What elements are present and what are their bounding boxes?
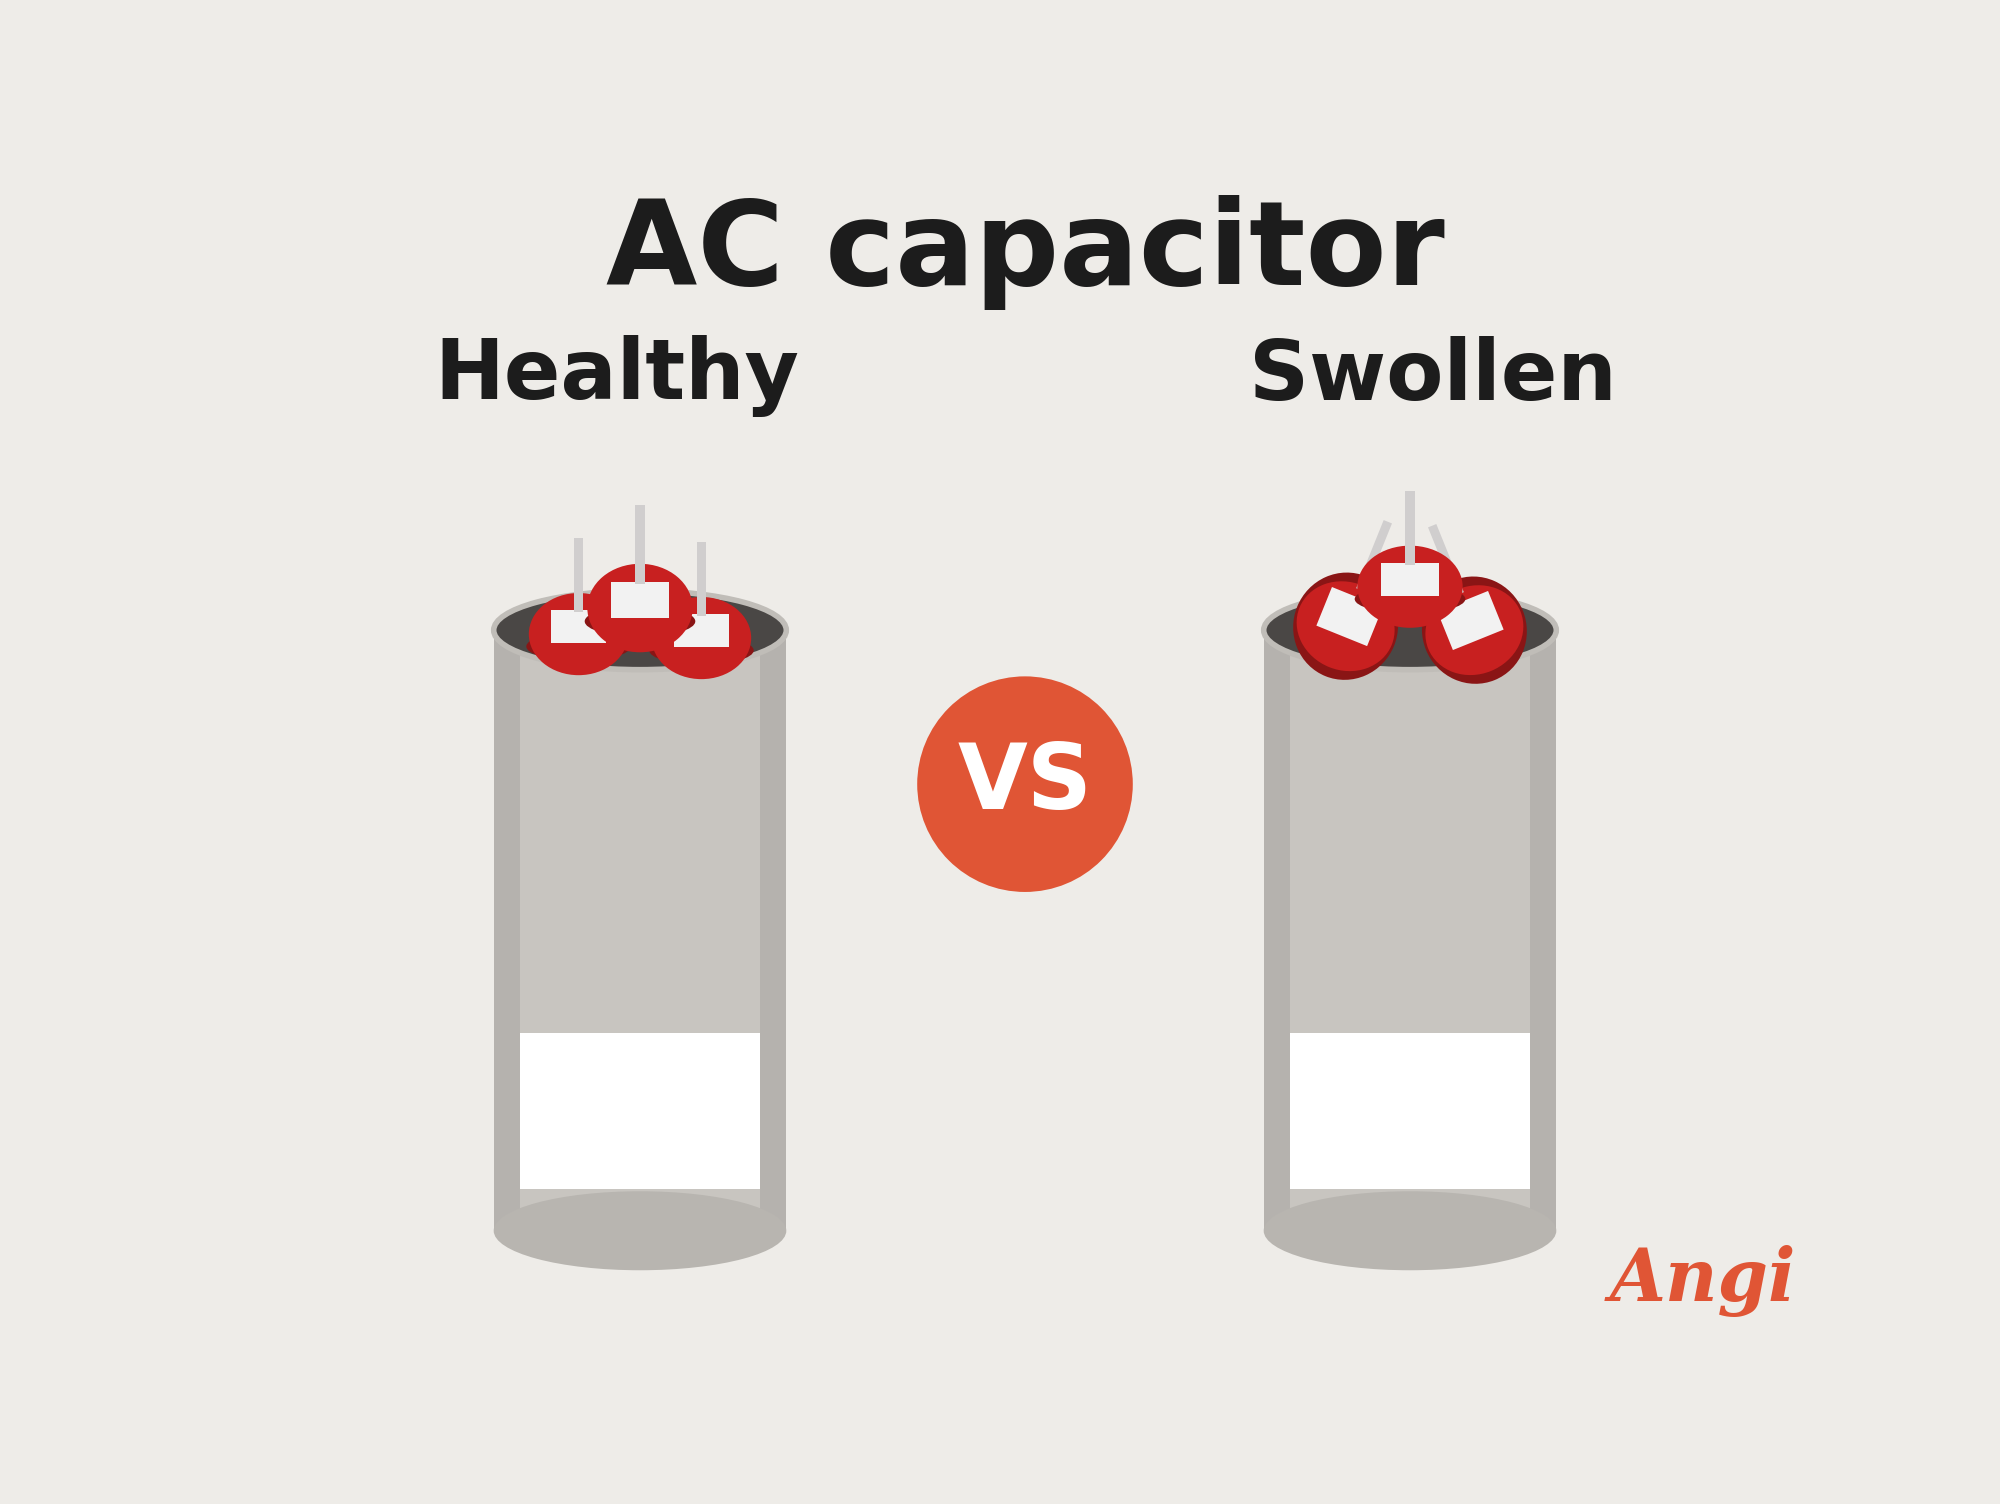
Bar (696, 541, 706, 615)
Text: Healthy: Healthy (434, 335, 800, 417)
Text: Swollen: Swollen (1250, 335, 1616, 417)
Ellipse shape (494, 591, 786, 669)
Bar (1356, 520, 1392, 591)
Ellipse shape (528, 593, 628, 675)
Bar (1382, 562, 1438, 596)
Ellipse shape (1426, 585, 1524, 675)
FancyBboxPatch shape (1316, 587, 1382, 647)
Ellipse shape (1264, 591, 1556, 669)
Circle shape (918, 677, 1132, 892)
Bar (552, 611, 606, 644)
Ellipse shape (1422, 576, 1526, 684)
Ellipse shape (650, 636, 754, 665)
Bar (612, 582, 668, 618)
Bar (520, 1033, 760, 1188)
Bar (636, 504, 644, 584)
Bar (760, 630, 786, 1230)
Ellipse shape (1354, 585, 1466, 614)
Ellipse shape (494, 1191, 786, 1271)
Bar (494, 630, 520, 1230)
Bar (574, 538, 584, 612)
Text: AC capacitor: AC capacitor (606, 196, 1444, 310)
Ellipse shape (652, 597, 752, 680)
Bar (1264, 630, 1290, 1230)
Text: VS: VS (958, 740, 1092, 829)
Ellipse shape (1294, 573, 1398, 680)
Ellipse shape (1296, 581, 1394, 671)
Ellipse shape (588, 564, 692, 653)
Bar (1428, 523, 1464, 596)
Ellipse shape (1358, 546, 1462, 627)
FancyBboxPatch shape (1438, 591, 1504, 650)
Bar (1264, 630, 1556, 1230)
Bar (1290, 1033, 1530, 1188)
Bar (1530, 630, 1556, 1230)
Ellipse shape (526, 632, 630, 660)
Text: Angi: Angi (1610, 1245, 1796, 1318)
Bar (1406, 490, 1414, 564)
FancyBboxPatch shape (274, 200, 1776, 1319)
Bar (674, 614, 728, 647)
Ellipse shape (1264, 1191, 1556, 1271)
Ellipse shape (584, 606, 696, 636)
Bar (494, 630, 786, 1230)
